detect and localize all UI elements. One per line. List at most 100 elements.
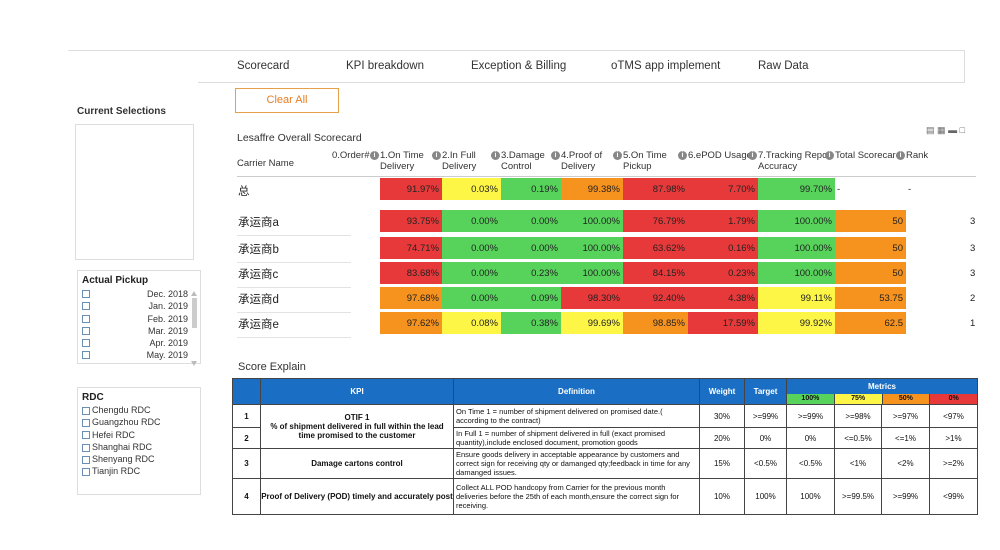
row-divider: [237, 262, 351, 263]
metric-threshold: >=98%: [834, 404, 882, 428]
carrier-name[interactable]: 承运商b: [238, 244, 279, 256]
maximize-icon[interactable]: □: [959, 125, 966, 135]
pickup-option[interactable]: Feb. 2019: [78, 313, 200, 325]
metric-cell: 100.00%: [561, 237, 623, 260]
rdc-option[interactable]: Hefei RDC: [78, 430, 200, 442]
checkbox-icon[interactable]: [82, 326, 90, 335]
excel-export-icon[interactable]: ▦: [937, 125, 946, 135]
checkbox-icon[interactable]: [82, 290, 90, 298]
header-definition: Definition: [453, 378, 700, 405]
info-icon[interactable]: i: [613, 151, 622, 160]
pickup-option[interactable]: Jan. 2019: [78, 300, 200, 312]
info-icon[interactable]: i: [551, 151, 560, 160]
tab-kpi-breakdown[interactable]: KPI breakdown: [346, 60, 424, 72]
metric-cell: 0.19%: [501, 178, 561, 201]
scroll-down-icon[interactable]: [191, 361, 197, 366]
info-icon[interactable]: i: [370, 151, 379, 160]
metric-cell: 0.03%: [442, 178, 501, 201]
checkbox-icon[interactable]: [82, 431, 90, 440]
column-header[interactable]: 7.Tracking Report Accuracy i: [758, 150, 835, 177]
metric-cell: 0.38%: [501, 312, 561, 335]
kpi-definition: Ensure goods delivery in acceptable appe…: [453, 448, 700, 479]
rank-value: 3: [970, 216, 976, 227]
metric-threshold: <=1%: [881, 427, 930, 449]
column-header[interactable]: 5.On Time Pickup i: [623, 150, 688, 177]
rdc-option[interactable]: Tianjin RDC: [78, 466, 200, 478]
metric-threshold: 0%: [786, 427, 835, 449]
metric-cell: 7.70%: [688, 178, 758, 201]
metric-threshold: <99%: [929, 478, 978, 515]
column-header[interactable]: 2.In Full Delivery i: [442, 150, 501, 177]
pickup-scrollbar[interactable]: [191, 291, 197, 366]
column-header[interactable]: 3.Damage Control i: [501, 150, 561, 177]
tab-raw-data[interactable]: Raw Data: [758, 60, 809, 72]
metric-cell: 99.11%: [758, 287, 835, 310]
checkbox-icon[interactable]: [82, 443, 90, 452]
column-header-label: 5.On Time Pickup: [623, 150, 667, 172]
checkbox-icon[interactable]: [82, 314, 90, 323]
rdc-option[interactable]: Guangzhou RDC: [78, 417, 200, 429]
pickup-option[interactable]: Mar. 2019: [78, 325, 200, 337]
rdc-option-label: Guangzhou RDC: [92, 417, 161, 428]
checkbox-icon[interactable]: [82, 339, 90, 348]
rank-value: 1: [970, 318, 976, 329]
column-header[interactable]: Total Scorecard i: [835, 150, 906, 177]
column-header[interactable]: 1.On Time Delivery i: [380, 150, 442, 177]
metric-cell: 92.40%: [623, 287, 688, 310]
rdc-option-label: Shanghai RDC: [92, 441, 153, 452]
scroll-up-icon[interactable]: [191, 291, 197, 296]
pickup-option[interactable]: May. 2019: [78, 349, 200, 361]
checkbox-icon[interactable]: [82, 406, 90, 415]
metric-cell: 0.00%: [501, 210, 561, 233]
carrier-name[interactable]: 承运商e: [238, 319, 279, 331]
rank-value: 3: [970, 268, 976, 279]
tab-exception-billing[interactable]: Exception & Billing: [471, 60, 567, 72]
minimize-icon[interactable]: ▬: [948, 125, 958, 135]
column-header-label: 1.On Time Delivery: [380, 150, 424, 172]
rdc-option[interactable]: Shanghai RDC: [78, 442, 200, 454]
tab-otms-app[interactable]: oTMS app implement: [611, 60, 721, 72]
metric-cell: 0.23%: [501, 262, 561, 285]
tab-scorecard[interactable]: Scorecard: [237, 60, 290, 72]
checkbox-icon[interactable]: [82, 302, 90, 311]
metric-threshold: >=97%: [881, 404, 930, 428]
info-icon[interactable]: i: [896, 151, 905, 160]
checkbox-icon[interactable]: [82, 418, 90, 427]
metric-threshold: >=99.5%: [834, 478, 882, 515]
rdc-option[interactable]: Shenyang RDC: [78, 454, 200, 466]
checkbox-icon[interactable]: [82, 468, 90, 477]
info-icon[interactable]: i: [432, 151, 441, 160]
checkbox-icon[interactable]: [82, 455, 90, 464]
carrier-name[interactable]: 承运商d: [238, 294, 279, 306]
pickup-option[interactable]: Dec. 2018: [78, 288, 200, 300]
metric-level: 75%: [833, 393, 882, 404]
metric-cell: 100.00%: [561, 262, 623, 285]
checkbox-icon[interactable]: [82, 351, 90, 360]
kpi-number: 2: [232, 427, 261, 449]
metric-cell: 87.98%: [623, 178, 688, 201]
info-icon[interactable]: i: [491, 151, 500, 160]
metric-threshold: <97%: [929, 404, 978, 428]
info-icon[interactable]: i: [825, 151, 834, 160]
kpi-name: Proof of Delivery (POD) timely and accur…: [260, 478, 454, 515]
carrier-name[interactable]: 承运商c: [238, 269, 279, 281]
info-icon[interactable]: i: [678, 151, 687, 160]
print-icon[interactable]: ▤: [926, 125, 935, 135]
carrier-name[interactable]: 承运商a: [238, 217, 279, 229]
column-header[interactable]: Rank: [906, 150, 976, 177]
pickup-option[interactable]: Apr. 2019: [78, 337, 200, 349]
column-header[interactable]: Carrier Name: [237, 158, 332, 185]
metric-threshold: >=99%: [881, 478, 930, 515]
info-icon[interactable]: i: [748, 151, 757, 160]
metric-threshold: <1%: [834, 448, 882, 479]
clear-all-button[interactable]: Clear All: [235, 88, 339, 113]
scroll-thumb[interactable]: [191, 298, 197, 328]
rank-value: -: [908, 184, 912, 195]
row-divider: [237, 287, 351, 288]
rdc-option[interactable]: Chengdu RDC: [78, 405, 200, 417]
rank-value: 2: [970, 293, 976, 304]
column-header[interactable]: 4.Proof of Delivery i: [561, 150, 623, 177]
metric-cell: 98.30%: [561, 287, 623, 310]
column-header[interactable]: 6.ePOD Usage i: [688, 150, 758, 177]
column-header[interactable]: 0.Order# i: [332, 150, 380, 177]
